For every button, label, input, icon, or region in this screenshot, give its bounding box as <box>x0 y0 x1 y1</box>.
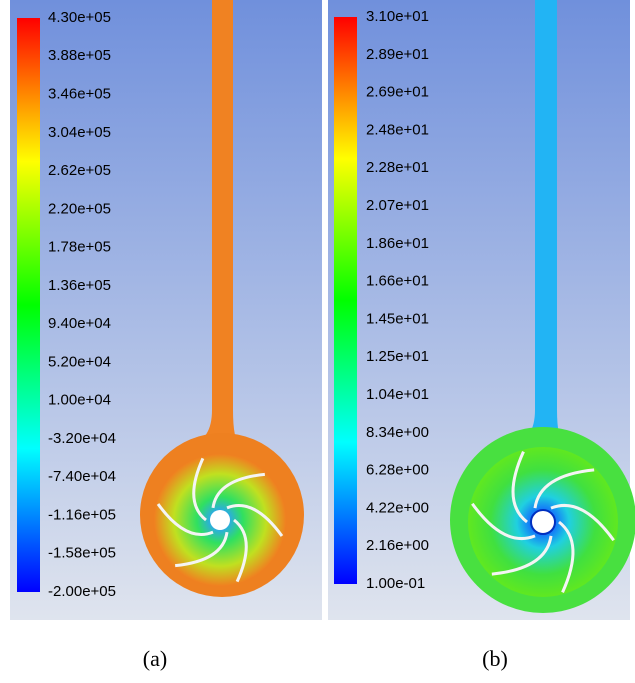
colorbar-label: 2.07e+01 <box>366 197 429 214</box>
colorbar-label: -1.58e+05 <box>48 545 116 562</box>
colorbar-label: -7.40e+04 <box>48 468 116 485</box>
colorbar-label: -1.16e+05 <box>48 506 116 523</box>
colorbar-label: 4.22e+00 <box>366 499 429 516</box>
blades <box>156 457 284 583</box>
blade <box>558 520 575 593</box>
outlet-pipe <box>535 0 557 430</box>
blade <box>511 451 528 524</box>
blade <box>533 468 595 509</box>
colorbar-label: 1.86e+01 <box>366 235 429 252</box>
colorbar-label: 2.89e+01 <box>366 46 429 63</box>
colorbar-label: 1.78e+05 <box>48 239 111 256</box>
colorbar-label: 1.04e+01 <box>366 386 429 403</box>
colorbar-label: 1.66e+01 <box>366 273 429 290</box>
blade <box>211 472 265 509</box>
caption: (a) <box>143 646 167 671</box>
colorbar-label: 5.20e+04 <box>48 353 111 370</box>
colorbar-label: 2.69e+01 <box>366 84 429 101</box>
blade <box>471 502 536 541</box>
colorbar-label: 2.20e+05 <box>48 200 111 217</box>
colorbar-label: -3.20e+04 <box>48 430 116 447</box>
blades <box>471 451 615 593</box>
colorbar-label: 4.30e+05 <box>48 9 111 26</box>
colorbar-label: 1.36e+05 <box>48 277 111 294</box>
colorbar-label: 2.62e+05 <box>48 162 111 179</box>
colorbar-label: -2.00e+05 <box>48 583 116 600</box>
colorbar <box>334 17 357 584</box>
colorbar-label: 2.28e+01 <box>366 159 429 176</box>
colorbar-label: 1.45e+01 <box>366 310 429 327</box>
colorbar-label: 8.34e+00 <box>366 424 429 441</box>
colorbar-label: 3.46e+05 <box>48 86 111 103</box>
colorbar-label: 1.00e-01 <box>366 575 425 592</box>
caption: (b) <box>482 646 508 671</box>
blade <box>550 503 615 542</box>
blade <box>156 503 214 536</box>
hub <box>530 509 556 535</box>
colorbar-label: 1.00e+04 <box>48 392 111 409</box>
blade <box>192 457 207 522</box>
colorbar <box>17 18 40 592</box>
hub <box>210 510 230 530</box>
outlet-pipe <box>212 0 233 430</box>
colorbar-label: 2.48e+01 <box>366 121 429 138</box>
colorbar-label: 3.88e+05 <box>48 47 111 64</box>
blade <box>226 504 284 537</box>
colorbar-label: 3.04e+05 <box>48 124 111 141</box>
colorbar-label: 1.25e+01 <box>366 348 429 365</box>
blade <box>233 518 248 583</box>
colorbar-label: 9.40e+04 <box>48 315 111 332</box>
colorbar-label: 3.10e+01 <box>366 8 429 25</box>
colorbar-label: 6.28e+00 <box>366 462 429 479</box>
colorbar-label: 2.16e+00 <box>366 537 429 554</box>
blade <box>491 535 553 576</box>
blade <box>175 531 229 568</box>
